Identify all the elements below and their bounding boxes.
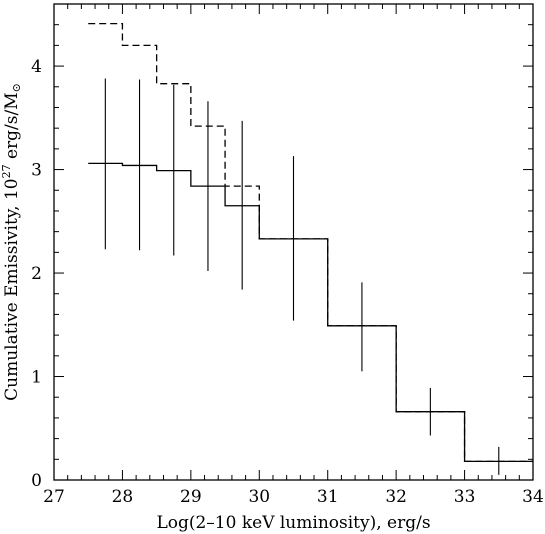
y-tick-label: 2 [31, 264, 42, 284]
series-layer [88, 23, 533, 463]
x-tick-label: 28 [112, 487, 134, 507]
dashed-step-line [88, 23, 533, 463]
x-axis-title: Log(2–10 keV luminosity), erg/s [156, 513, 430, 533]
y-axis-title-solar-symbol: ⊙ [10, 83, 23, 92]
x-tick-labels: 27 28 29 30 31 32 33 34 [43, 487, 544, 507]
x-tick-label: 29 [180, 487, 202, 507]
y-tick-label: 4 [31, 57, 42, 77]
y-axis-title-exponent: 27 [0, 164, 13, 178]
x-tick-label: 34 [522, 487, 544, 507]
solid-step-line [88, 162, 533, 463]
x-tick-label: 31 [317, 487, 339, 507]
y-tick-labels: 0 1 2 3 4 [31, 57, 42, 491]
y-tick-label: 3 [31, 161, 42, 181]
x-tick-label: 27 [43, 487, 65, 507]
y-tick-label: 1 [31, 368, 42, 388]
y-axis-title: Cumulative Emissivity, 1027 erg/s/M⊙ [0, 83, 23, 401]
plot-frame [53, 3, 534, 481]
x-tick-label: 32 [385, 487, 407, 507]
tick-layer [53, 3, 534, 481]
error-bar-layer [104, 78, 500, 475]
y-axis-title-main: Cumulative Emissivity, 10 [2, 178, 22, 400]
x-tick-label: 30 [248, 487, 270, 507]
y-tick-label: 0 [31, 471, 42, 491]
y-axis-title-unit: erg/s/M [2, 92, 22, 164]
x-tick-label: 33 [454, 487, 476, 507]
